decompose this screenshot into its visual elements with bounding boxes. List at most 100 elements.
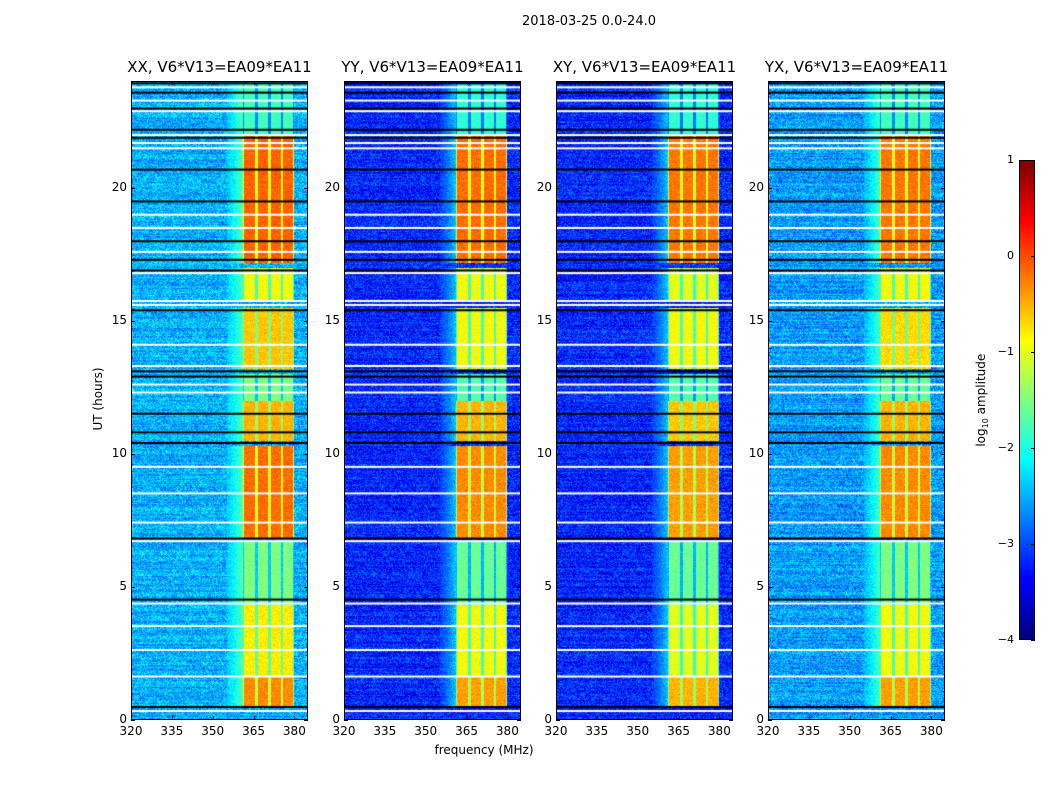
y-tick-right <box>304 586 308 588</box>
x-tick-top <box>890 81 892 85</box>
heatmap-image <box>769 82 944 719</box>
colorbar-tick <box>1031 544 1035 545</box>
x-tick-top <box>294 81 296 85</box>
colorbar-tick <box>1031 640 1035 641</box>
colorbar-tick <box>1031 448 1035 449</box>
x-tick-label: 365 <box>667 724 690 738</box>
panel-title: YY, V6*V13=EA09*EA11 <box>341 58 524 76</box>
x-tick-top <box>678 81 680 85</box>
y-tick-label: 10 <box>324 445 340 460</box>
x-tick-top <box>596 81 598 85</box>
panel-title: XY, V6*V13=EA09*EA11 <box>552 58 737 76</box>
y-tick <box>344 187 348 189</box>
y-tick-right <box>304 720 308 721</box>
x-tick <box>344 716 345 720</box>
y-tick-right <box>941 586 945 588</box>
y-tick-right <box>729 720 733 721</box>
x-tick <box>768 716 769 720</box>
x-tick-top <box>719 81 721 85</box>
colorbar-tick-label: −1 <box>997 345 1014 358</box>
x-tick <box>507 716 509 720</box>
x-tick <box>637 716 639 720</box>
colorbar-gradient <box>1020 161 1034 639</box>
x-tick-top <box>466 81 468 85</box>
x-tick-label: 335 <box>585 724 609 738</box>
x-tick-label: 320 <box>332 724 356 738</box>
y-axis-label: UT (hours) <box>91 367 105 431</box>
x-tick-label: 335 <box>160 724 184 738</box>
x-tick-label: 380 <box>707 724 731 738</box>
x-tick-label: 365 <box>879 724 902 738</box>
y-tick <box>131 720 135 721</box>
y-tick <box>768 187 772 189</box>
y-tick-right <box>729 320 733 322</box>
x-tick <box>890 716 892 720</box>
y-tick-label: 20 <box>111 179 127 194</box>
y-tick <box>344 453 348 455</box>
y-tick-label: 20 <box>748 179 764 194</box>
panel-title: YX, V6*V13=EA09*EA11 <box>764 58 949 76</box>
y-tick-label: 15 <box>536 312 552 327</box>
y-tick-right <box>304 187 308 189</box>
y-tick <box>131 586 135 588</box>
spectrogram-panel <box>131 81 308 720</box>
x-tick <box>678 716 680 720</box>
x-tick-label: 380 <box>282 724 306 738</box>
colorbar-tick <box>1031 160 1035 161</box>
x-tick-label: 350 <box>838 724 862 738</box>
y-tick-label: 5 <box>332 578 340 593</box>
x-tick-label: 380 <box>919 724 943 738</box>
x-tick <box>849 716 851 720</box>
x-tick <box>131 716 132 720</box>
x-tick-label: 335 <box>373 724 397 738</box>
colorbar-tick-label: −2 <box>997 441 1014 454</box>
x-axis-label: frequency (MHz) <box>434 743 534 757</box>
y-tick <box>556 187 560 189</box>
x-tick-label: 335 <box>797 724 821 738</box>
y-tick <box>556 586 560 588</box>
x-tick-label: 350 <box>414 724 438 738</box>
spectrogram-panel <box>344 81 521 720</box>
y-tick <box>344 586 348 588</box>
x-tick-top <box>637 81 639 85</box>
x-tick-top <box>253 81 255 85</box>
y-tick <box>768 320 772 322</box>
y-tick-right <box>517 320 521 322</box>
x-tick <box>212 716 214 720</box>
y-tick-right <box>941 187 945 189</box>
y-tick-label: 15 <box>111 312 127 327</box>
figure-title: 2018-03-25 0.0-24.0 <box>522 14 656 29</box>
x-tick-label: 380 <box>495 724 519 738</box>
x-tick-top <box>808 81 810 85</box>
x-tick-label: 320 <box>544 724 568 738</box>
x-tick-top <box>425 81 427 85</box>
x-tick-label: 365 <box>455 724 478 738</box>
x-tick-label: 320 <box>756 724 780 738</box>
y-tick-label: 10 <box>111 445 127 460</box>
y-tick-label: 15 <box>324 312 340 327</box>
y-tick-label: 5 <box>544 578 552 593</box>
x-tick-top <box>171 81 173 85</box>
y-tick <box>344 320 348 322</box>
colorbar-tick-label: 1 <box>1007 153 1014 166</box>
x-tick-top <box>212 81 214 85</box>
x-tick <box>384 716 386 720</box>
x-tick <box>808 716 810 720</box>
y-tick <box>768 453 772 455</box>
colorbar-label-suffix: amplitude <box>973 353 988 419</box>
y-tick-right <box>517 187 521 189</box>
y-tick-label: 0 <box>332 712 340 726</box>
y-tick-right <box>517 453 521 455</box>
y-tick-label: 20 <box>324 179 340 194</box>
y-tick-right <box>304 453 308 455</box>
x-tick-label: 365 <box>242 724 265 738</box>
x-tick-top <box>384 81 386 85</box>
x-tick <box>596 716 598 720</box>
x-tick-label: 350 <box>201 724 225 738</box>
y-tick <box>768 586 772 588</box>
spectrogram-panel <box>556 81 733 720</box>
y-tick-label: 15 <box>748 312 764 327</box>
x-tick <box>466 716 468 720</box>
colorbar-tick-label: 0 <box>1007 249 1014 262</box>
y-tick-right <box>304 320 308 322</box>
